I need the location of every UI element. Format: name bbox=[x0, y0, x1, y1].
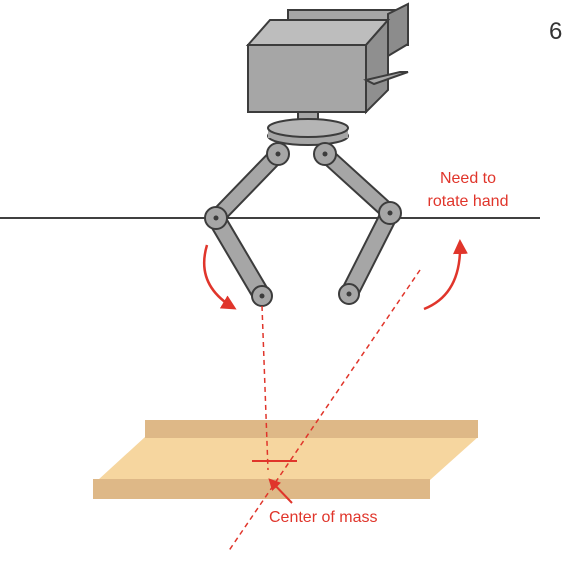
center-of-mass-label: Center of mass bbox=[269, 509, 377, 526]
robot-body bbox=[245, 2, 409, 146]
left-rotation-arrow bbox=[202, 244, 237, 310]
diagonal-dashed-line bbox=[227, 269, 421, 553]
com-pointer-arrow bbox=[268, 478, 293, 504]
right-rotation-arrow bbox=[423, 239, 468, 311]
rotate-note-line1: Need to bbox=[440, 170, 496, 187]
page-number: 6 bbox=[549, 18, 563, 45]
plate-object bbox=[93, 420, 478, 499]
rotate-note-line2: rotate hand bbox=[428, 193, 509, 210]
vertical-dashed-line bbox=[261, 305, 269, 471]
right-finger bbox=[313, 142, 402, 305]
left-finger bbox=[204, 142, 290, 307]
